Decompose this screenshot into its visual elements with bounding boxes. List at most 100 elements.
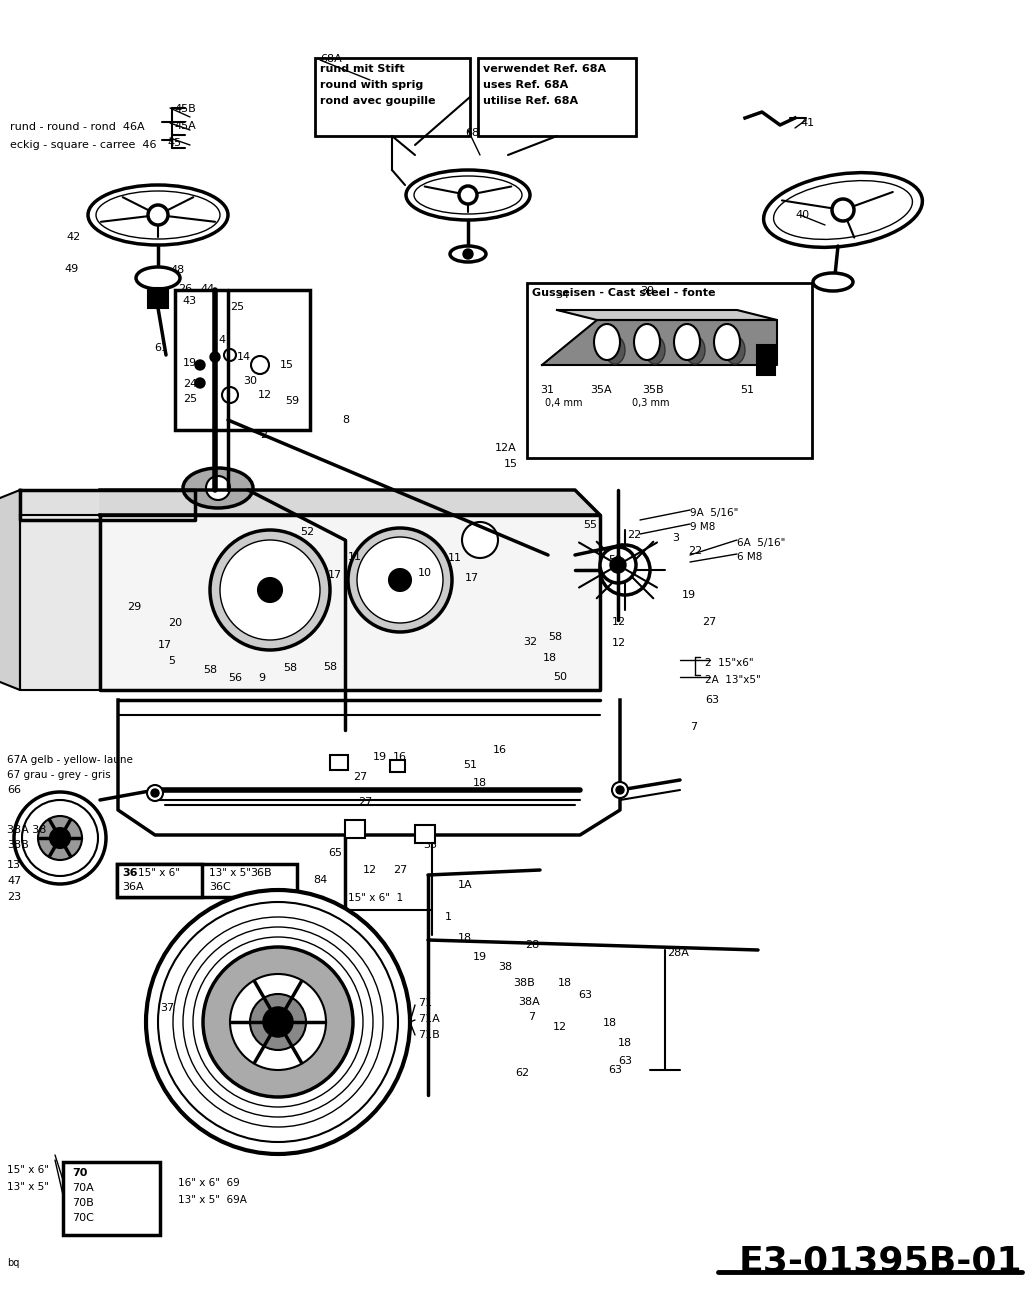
- Text: 25: 25: [230, 302, 245, 312]
- Bar: [757, 345, 775, 374]
- Text: 40: 40: [795, 210, 809, 219]
- Circle shape: [462, 522, 498, 558]
- Text: 17: 17: [465, 573, 479, 584]
- Text: 36C: 36C: [209, 882, 231, 892]
- Bar: [527, 283, 812, 458]
- Circle shape: [193, 937, 363, 1106]
- Text: 61: 61: [154, 343, 168, 352]
- Text: 71B: 71B: [418, 1030, 440, 1041]
- Text: 59: 59: [608, 555, 622, 565]
- Text: 42: 42: [66, 232, 80, 241]
- Circle shape: [22, 800, 98, 877]
- Text: 68: 68: [465, 128, 479, 138]
- Text: 11: 11: [348, 553, 362, 562]
- Text: 52: 52: [300, 527, 314, 537]
- Circle shape: [148, 205, 168, 225]
- Text: 15: 15: [504, 460, 518, 469]
- Polygon shape: [100, 491, 600, 515]
- Ellipse shape: [605, 336, 625, 364]
- Text: 8: 8: [342, 414, 349, 425]
- Text: 7: 7: [690, 722, 698, 732]
- Bar: [117, 864, 202, 897]
- Text: 24: 24: [183, 380, 197, 389]
- Text: 19: 19: [473, 951, 487, 962]
- Ellipse shape: [88, 185, 228, 245]
- Text: 39: 39: [640, 287, 654, 296]
- Text: 45: 45: [167, 138, 182, 148]
- Text: 18: 18: [618, 1038, 633, 1048]
- Circle shape: [357, 537, 443, 624]
- Text: 27: 27: [358, 797, 373, 807]
- Text: 16: 16: [493, 745, 507, 755]
- Polygon shape: [20, 515, 100, 689]
- Text: 67A gelb - yellow- laune: 67A gelb - yellow- laune: [7, 755, 133, 766]
- Text: 18: 18: [558, 979, 572, 988]
- Text: 12: 12: [612, 617, 626, 627]
- Text: 27: 27: [702, 617, 716, 627]
- Text: 0,4 mm: 0,4 mm: [545, 398, 582, 408]
- Text: 34: 34: [555, 290, 569, 300]
- Text: bq: bq: [7, 1257, 20, 1268]
- Circle shape: [230, 973, 326, 1070]
- Text: 45A: 45A: [174, 121, 196, 130]
- Text: 38B: 38B: [513, 979, 535, 988]
- Ellipse shape: [594, 324, 620, 360]
- Text: 58: 58: [203, 665, 217, 675]
- Text: utilise Ref. 68A: utilise Ref. 68A: [483, 96, 578, 106]
- Text: 2  15"x6": 2 15"x6": [705, 658, 753, 667]
- Ellipse shape: [414, 176, 522, 214]
- Text: 66: 66: [7, 785, 21, 795]
- Text: 28A: 28A: [667, 948, 689, 958]
- Text: 38: 38: [498, 962, 512, 972]
- Text: 62: 62: [515, 1068, 529, 1078]
- Text: 38A 38: 38A 38: [7, 825, 46, 835]
- Text: 56: 56: [228, 673, 241, 683]
- Text: 13" x 5"  69A: 13" x 5" 69A: [178, 1195, 247, 1205]
- Text: 36B: 36B: [250, 868, 271, 878]
- Text: 63: 63: [608, 1065, 622, 1075]
- Text: 58: 58: [323, 662, 337, 673]
- Ellipse shape: [136, 267, 180, 289]
- Text: 70C: 70C: [72, 1214, 94, 1223]
- Polygon shape: [175, 290, 310, 430]
- Text: verwendet Ref. 68A: verwendet Ref. 68A: [483, 65, 606, 74]
- Bar: [390, 760, 405, 772]
- Text: 6A  5/16": 6A 5/16": [737, 538, 785, 547]
- Text: 27: 27: [393, 865, 408, 875]
- Text: 16" x 6"  69: 16" x 6" 69: [178, 1177, 239, 1188]
- Circle shape: [389, 569, 411, 591]
- Circle shape: [209, 352, 220, 361]
- Circle shape: [209, 531, 330, 649]
- Text: eckig - square - carree  46: eckig - square - carree 46: [10, 139, 157, 150]
- Ellipse shape: [645, 336, 665, 364]
- Text: 2: 2: [260, 430, 267, 440]
- Text: 51: 51: [740, 385, 754, 395]
- Text: 6 M8: 6 M8: [737, 553, 763, 562]
- Bar: [330, 755, 348, 769]
- Text: 35A: 35A: [590, 385, 612, 395]
- Bar: [175, 290, 310, 430]
- Text: 18: 18: [473, 778, 487, 788]
- Circle shape: [251, 356, 269, 374]
- Circle shape: [250, 994, 307, 1050]
- Bar: [478, 58, 636, 136]
- Polygon shape: [100, 515, 600, 689]
- Text: 18: 18: [603, 1019, 617, 1028]
- Circle shape: [147, 785, 163, 800]
- Circle shape: [611, 556, 639, 584]
- Text: 14: 14: [237, 352, 251, 361]
- Text: 22: 22: [688, 546, 702, 556]
- Text: 50: 50: [553, 673, 567, 682]
- Text: 36A: 36A: [122, 882, 143, 892]
- Text: 18: 18: [543, 653, 557, 664]
- Circle shape: [348, 528, 452, 633]
- Text: 58: 58: [283, 664, 297, 673]
- Ellipse shape: [634, 324, 660, 360]
- Text: 70B: 70B: [72, 1198, 94, 1208]
- Text: 10: 10: [418, 568, 432, 578]
- Text: 29: 29: [127, 602, 141, 612]
- Text: 37: 37: [160, 1003, 174, 1013]
- Text: 41: 41: [800, 117, 814, 128]
- Text: 45B: 45B: [174, 105, 196, 114]
- Text: 17: 17: [328, 571, 343, 580]
